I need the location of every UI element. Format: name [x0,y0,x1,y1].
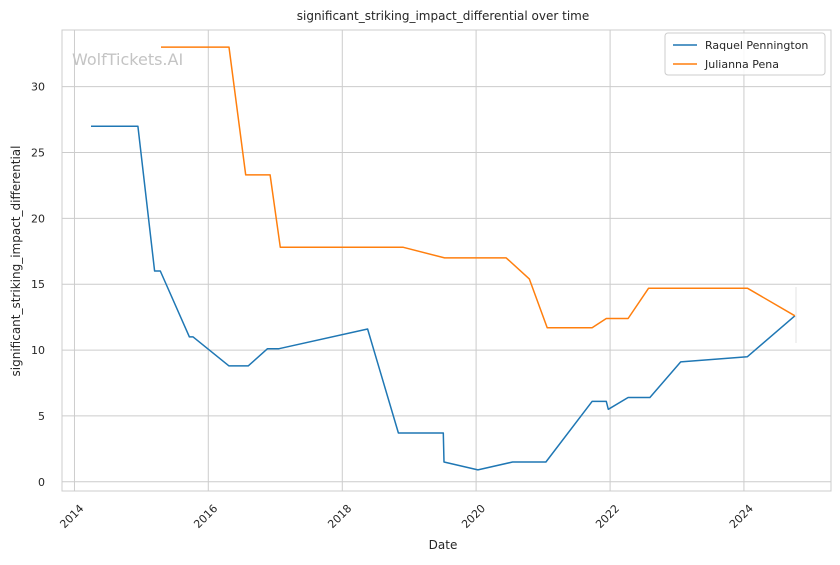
y-tick-label: 5 [38,410,45,423]
y-tick-label: 10 [31,344,45,357]
legend: Raquel Pennington Julianna Pena [664,32,826,76]
plot-area [61,29,832,492]
series [91,46,796,471]
x-axis-label: Date [429,538,458,552]
legend-label-julianna-pena: Julianna Pena [704,58,779,71]
x-tick-label: 2018 [325,502,354,531]
y-tick-label: 30 [31,81,45,94]
grid [62,30,831,491]
x-ticks: 2014 2016 2018 2020 2022 2024 [57,502,755,531]
x-tick-label: 2014 [57,502,86,531]
x-tick-label: 2024 [727,502,756,531]
y-tick-label: 0 [38,476,45,489]
legend-box [664,32,826,76]
y-tick-label: 20 [31,212,45,225]
y-tick-label: 25 [31,146,45,159]
series-line-julianna-pena [161,46,796,329]
chart-title: significant_striking_impact_differential… [297,9,589,23]
series-line-raquel-pennington [91,125,796,471]
y-ticks: 0 5 10 15 20 25 30 [31,81,45,489]
x-tick-label: 2016 [191,502,220,531]
x-tick-label: 2020 [459,502,488,531]
y-tick-label: 15 [31,278,45,291]
x-tick-label: 2022 [593,502,622,531]
y-axis-label: significant_striking_impact_differential [9,146,23,377]
watermark: WolfTickets.AI [72,50,183,69]
legend-label-raquel-pennington: Raquel Pennington [705,39,808,52]
